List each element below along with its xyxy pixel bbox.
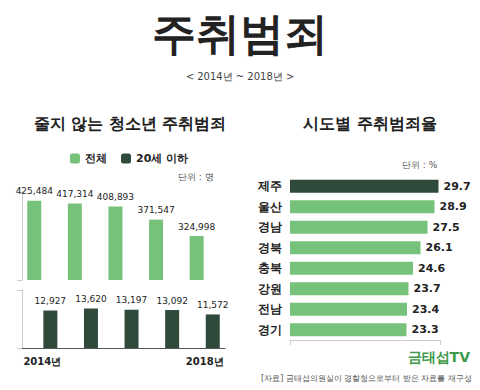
svg-text:2014년: 2014년 — [23, 356, 61, 367]
svg-text:26.1: 26.1 — [426, 241, 453, 254]
svg-text:417,314: 417,314 — [56, 189, 93, 199]
svg-text:경기: 경기 — [258, 323, 282, 337]
svg-text:제주: 제주 — [257, 179, 282, 193]
svg-text:13,092: 13,092 — [156, 296, 188, 306]
svg-text:20세 이하: 20세 이하 — [136, 152, 188, 165]
svg-text:24.6: 24.6 — [418, 262, 445, 275]
svg-text:충북: 충북 — [258, 261, 282, 275]
svg-text:27.5: 27.5 — [433, 221, 460, 234]
svg-text:주취범죄: 주취범죄 — [152, 8, 328, 59]
svg-text:324,998: 324,998 — [178, 222, 215, 232]
svg-text:12,927: 12,927 — [35, 296, 67, 306]
svg-text:단위 : %: 단위 : % — [402, 160, 438, 170]
svg-text:전체: 전체 — [85, 152, 107, 165]
svg-text:경남: 경남 — [258, 220, 282, 234]
svg-text:13,197: 13,197 — [116, 295, 148, 305]
svg-text:시도별 주취범죄율: 시도별 주취범죄율 — [303, 114, 437, 133]
svg-text:금태섭TV: 금태섭TV — [408, 349, 471, 365]
svg-text:29.7: 29.7 — [444, 180, 471, 193]
svg-text:28.9: 28.9 — [440, 200, 467, 213]
svg-text:줄지 않는 청소년 주취범죄: 줄지 않는 청소년 주취범죄 — [34, 114, 227, 133]
svg-text:< 2014년 ~ 2018년 >: < 2014년 ~ 2018년 > — [186, 71, 295, 82]
svg-text:강원: 강원 — [258, 282, 282, 296]
svg-text:울산: 울산 — [258, 200, 282, 214]
svg-text:전남: 전남 — [258, 302, 282, 316]
svg-text:단위 : 명: 단위 : 명 — [178, 172, 214, 182]
svg-text:2018년: 2018년 — [186, 356, 224, 367]
svg-text:23.3: 23.3 — [412, 323, 439, 336]
svg-text:371,547: 371,547 — [137, 205, 174, 215]
svg-text:[자료] 금태섭의원실이 경찰청으로부터 받은 자료를 재구: [자료] 금태섭의원실이 경찰청으로부터 받은 자료를 재구성 — [261, 374, 472, 383]
svg-text:408,893: 408,893 — [97, 192, 134, 202]
svg-text:경북: 경북 — [258, 241, 282, 255]
svg-text:13,620: 13,620 — [75, 294, 107, 304]
svg-text:23.7: 23.7 — [414, 282, 441, 295]
svg-text:11,572: 11,572 — [197, 300, 229, 310]
svg-text:23.4: 23.4 — [412, 303, 439, 316]
svg-text:425,484: 425,484 — [16, 186, 53, 196]
